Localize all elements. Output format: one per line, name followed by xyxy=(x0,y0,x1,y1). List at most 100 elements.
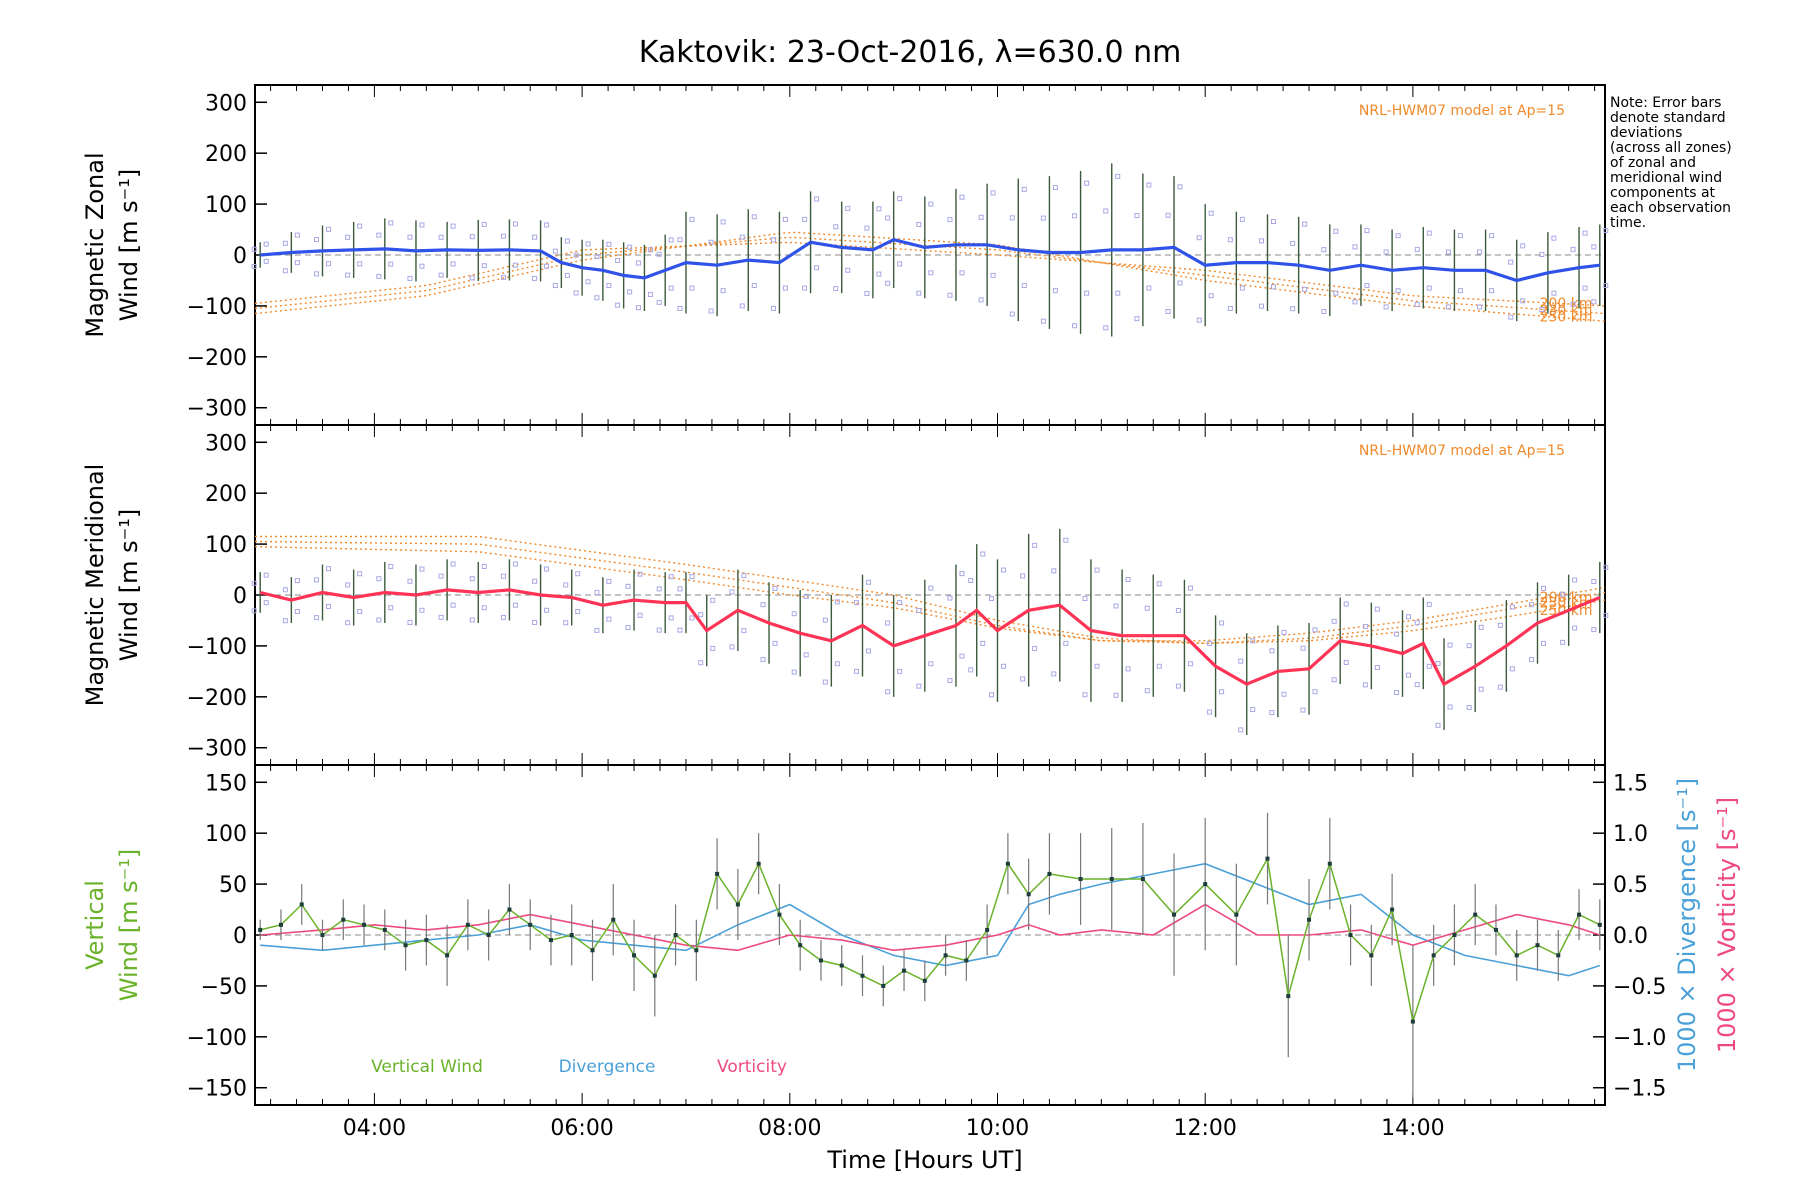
vertical-wind-point xyxy=(403,943,408,948)
vertical-wind-point xyxy=(985,927,990,932)
zone-sample xyxy=(751,214,757,220)
zone-sample xyxy=(897,196,903,202)
zone-sample xyxy=(1383,249,1389,255)
vertical-wind-point xyxy=(424,938,429,943)
vertical-ylabel-line-1: Vertical xyxy=(81,880,109,970)
zone-sample xyxy=(1497,684,1503,690)
zone-sample xyxy=(1343,659,1349,665)
zone-sample xyxy=(1051,671,1057,677)
model-curve xyxy=(254,540,1606,644)
zone-sample xyxy=(1591,627,1597,633)
model-annotation: NRL-HWM07 model at Ap=15 xyxy=(1359,103,1565,119)
zone-sample xyxy=(876,206,882,212)
zone-sample xyxy=(606,241,612,247)
zone-sample xyxy=(544,263,550,269)
meridional-wind-panel: 300 200 100 0 −100 −200 −300 NRL-HWM07 model at… xyxy=(187,424,1609,766)
model-height-label: 250 km xyxy=(1540,310,1593,326)
zone-sample xyxy=(1312,689,1318,695)
y-tick-label: 100 xyxy=(205,193,247,218)
zone-sample xyxy=(1539,306,1545,312)
zone-sample xyxy=(419,263,425,269)
zone-sample xyxy=(376,617,382,623)
zone-sample xyxy=(1146,285,1152,291)
zone-sample xyxy=(388,605,394,611)
zone-sample xyxy=(1603,564,1609,570)
zone-sample xyxy=(1187,585,1193,591)
zone-sample xyxy=(388,220,394,226)
zone-sample xyxy=(1146,182,1152,188)
zone-sample xyxy=(947,292,953,298)
y-tick-label: −200 xyxy=(187,346,247,371)
zone-sample xyxy=(376,273,382,279)
zone-sample xyxy=(345,234,351,240)
zone-sample xyxy=(1040,318,1046,324)
zone-sample xyxy=(791,669,797,675)
zone-sample xyxy=(407,234,413,240)
vertical-wind-point xyxy=(611,917,616,922)
zone-sample xyxy=(1196,235,1202,241)
vertical-wind-point xyxy=(1410,1019,1415,1024)
zone-sample xyxy=(814,196,820,202)
note-line-4: (across all zones) xyxy=(1610,140,1732,156)
zone-sample xyxy=(263,241,269,247)
zone-sample xyxy=(388,261,394,267)
zone-sample xyxy=(1426,230,1432,236)
zone-sample xyxy=(741,628,747,634)
zone-sample xyxy=(782,216,788,222)
zone-sample xyxy=(677,627,683,633)
vertical-wind-point xyxy=(964,958,969,963)
zone-sample xyxy=(1466,705,1472,711)
zone-sample xyxy=(854,668,859,674)
zone-sample xyxy=(1603,228,1609,234)
y-tick-label: −100 xyxy=(187,295,247,320)
zone-sample xyxy=(959,270,965,276)
y-tick-label: 150 xyxy=(205,771,247,796)
y2-tick-label: 1.0 xyxy=(1613,822,1648,847)
zone-sample xyxy=(1113,692,1119,698)
vertical-wind-point xyxy=(735,902,740,907)
zone-sample xyxy=(1302,286,1308,292)
zone-sample xyxy=(469,234,475,240)
note-line-2: denote standard xyxy=(1610,110,1726,126)
zone-sample xyxy=(357,261,363,267)
meridional-ylabel-line-1: Magnetic Meridional xyxy=(81,464,109,707)
zone-sample xyxy=(656,251,662,257)
zone-sample xyxy=(772,640,778,646)
vertical-wind-point xyxy=(1348,933,1353,937)
zone-sample xyxy=(585,279,591,285)
vertical-wind-point xyxy=(1172,912,1177,917)
zone-sample xyxy=(1051,568,1057,574)
vertical-wind-point xyxy=(1514,953,1519,958)
zone-sample xyxy=(357,223,363,229)
vertical-wind-point xyxy=(943,953,948,958)
zone-sample xyxy=(1457,288,1463,294)
vertical-wind-point xyxy=(1203,882,1208,887)
zone-sample xyxy=(1572,625,1578,631)
zone-sample xyxy=(720,219,726,225)
zone-sample xyxy=(1238,727,1244,733)
zone-sample xyxy=(1572,577,1578,583)
vertical-wind-point xyxy=(798,943,803,948)
zone-sample xyxy=(450,561,456,567)
zone-sample xyxy=(294,578,300,584)
zone-sample xyxy=(1094,663,1100,669)
zone-sample xyxy=(1466,643,1472,649)
zone-sample xyxy=(512,221,518,227)
zone-sample xyxy=(1001,663,1006,669)
zone-sample xyxy=(1362,623,1368,629)
zone-sample xyxy=(1383,304,1389,310)
vertical-wind-point xyxy=(777,912,782,917)
zone-sample xyxy=(419,566,425,572)
zonal-wind-line xyxy=(260,238,1600,283)
zone-sample xyxy=(314,271,319,277)
zone-sample xyxy=(469,617,475,623)
x-tick-label: 08:00 xyxy=(758,1116,821,1141)
zone-sample xyxy=(677,305,683,311)
zone-sample xyxy=(407,619,413,625)
zone-sample xyxy=(1300,707,1306,713)
zone-sample xyxy=(689,615,695,621)
zonal-ylabel-line-1: Magnetic Zonal xyxy=(81,152,109,337)
zone-sample xyxy=(1478,686,1484,692)
legend-vertical-wind: Vertical Wind xyxy=(371,1057,483,1077)
zone-sample xyxy=(1187,661,1193,667)
